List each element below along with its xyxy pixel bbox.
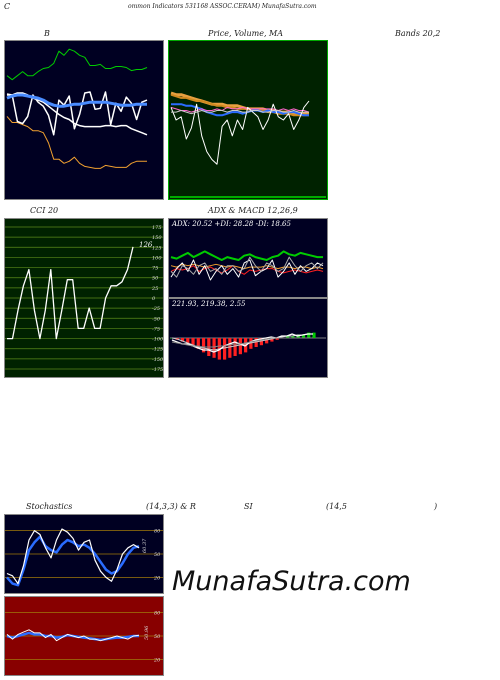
rsi-tick-label: 80 xyxy=(154,611,161,617)
bb-upper-band xyxy=(6,48,148,81)
rsi-tick-label: 50 xyxy=(154,634,161,640)
adx-aux-2 xyxy=(170,256,324,278)
stoch-d-line xyxy=(6,535,140,587)
label-rsi-si: SI xyxy=(244,502,253,511)
rsi-tick-label: 20 xyxy=(153,657,161,663)
label-rsi-params: (14,5 xyxy=(326,502,347,511)
bb-lower-band xyxy=(6,116,147,169)
macd-histogram-bar xyxy=(249,338,253,349)
rsi-value-label: 50.96 xyxy=(144,625,150,640)
header-title: ommon Indicators 531168 ASSOC.CERAM) Mun… xyxy=(128,3,317,10)
macd-histogram-bar xyxy=(265,338,269,344)
bollinger-panel xyxy=(4,40,164,200)
cci-tick-label: 0 xyxy=(152,296,156,302)
label-price-ma: Price, Volume, MA xyxy=(208,29,284,38)
cci-tick-label: -100 xyxy=(152,337,164,343)
cci-tick-label: 75 xyxy=(152,266,158,272)
label-stoch-params: (14,3,3) & R xyxy=(146,502,196,511)
label-rsi-close: ) xyxy=(434,502,438,511)
bb-oscillator xyxy=(7,91,148,136)
watermark: MunafaSutra.com xyxy=(172,566,411,597)
label-cci: CCI 20 xyxy=(30,206,59,215)
stoch-k-line xyxy=(6,528,140,585)
cci-tick-label: -125 xyxy=(152,347,163,353)
macd-histogram-bar xyxy=(312,332,316,338)
macd-aux-line xyxy=(171,337,313,348)
bb-ma-thick xyxy=(6,93,147,108)
macd-histogram-bar xyxy=(238,338,242,355)
label-bollinger-b: B xyxy=(44,29,50,38)
macd-histogram-bar xyxy=(233,338,237,356)
rsi-line xyxy=(6,629,140,642)
macd-annotation: 221.93, 219.38, 2.55 xyxy=(172,300,246,308)
macd-histogram-bar xyxy=(180,338,185,342)
label-stochastics: Stochastics xyxy=(26,502,73,511)
price-ma-5 xyxy=(171,110,309,115)
adx-annotation: ADX: 20.52 +DI: 28.28 -DI: 18.65 xyxy=(172,220,291,228)
adx-panel xyxy=(168,218,328,298)
macd-histogram-bar xyxy=(259,338,264,346)
price-close xyxy=(170,100,310,165)
stoch-value-label: 60.37 xyxy=(142,538,148,553)
macd-histogram-bar xyxy=(201,338,206,353)
price-panel xyxy=(168,40,328,200)
cci-tick-label: 25 xyxy=(151,286,158,292)
price-ma-4 xyxy=(170,106,310,113)
stoch-tick-label: 20 xyxy=(153,575,161,581)
macd-histogram-bar xyxy=(307,332,311,338)
macd-line xyxy=(171,333,313,353)
macd-histogram-bar xyxy=(212,338,216,358)
cci-line xyxy=(7,246,134,340)
header-letter-c: C xyxy=(4,2,11,11)
stoch-tick-label: 80 xyxy=(154,529,161,535)
price-ma-3 xyxy=(171,103,309,117)
macd-histogram-bar xyxy=(275,338,279,340)
label-adx-macd: ADX & MACD 12,26,9 xyxy=(208,206,298,215)
cci-last-value: 126 xyxy=(139,241,153,249)
macd-histogram-bar xyxy=(196,338,200,349)
cci-tick-label: 50 xyxy=(152,276,159,282)
adx-aux-1 xyxy=(170,259,324,281)
macd-histogram-bar xyxy=(186,338,190,344)
macd-histogram-bar xyxy=(270,338,274,342)
cci-tick-label: 175 xyxy=(152,225,162,231)
cci-tick-label: -75 xyxy=(152,326,160,332)
macd-histogram-bar xyxy=(191,338,195,346)
cci-tick-label: -150 xyxy=(152,357,164,363)
macd-histogram-bar xyxy=(228,338,232,358)
cci-tick-label: 100 xyxy=(152,255,162,261)
adx-plus-di xyxy=(170,250,323,261)
cci-tick-label: -50 xyxy=(152,316,161,322)
cci-tick-label: 125 xyxy=(152,245,162,251)
macd-histogram-bar xyxy=(286,336,290,338)
label-bands: Bands 20,2 xyxy=(395,29,441,38)
cci-tick-label: -25 xyxy=(152,306,160,312)
macd-histogram-bar xyxy=(222,338,227,360)
cci-tick-label: -175 xyxy=(152,367,163,373)
stoch-tick-label: 50 xyxy=(154,552,161,558)
macd-histogram-bar xyxy=(291,336,295,338)
macd-histogram-bar xyxy=(254,338,258,347)
cci-tick-label: 150 xyxy=(152,235,162,241)
macd-histogram-bar xyxy=(301,334,306,338)
